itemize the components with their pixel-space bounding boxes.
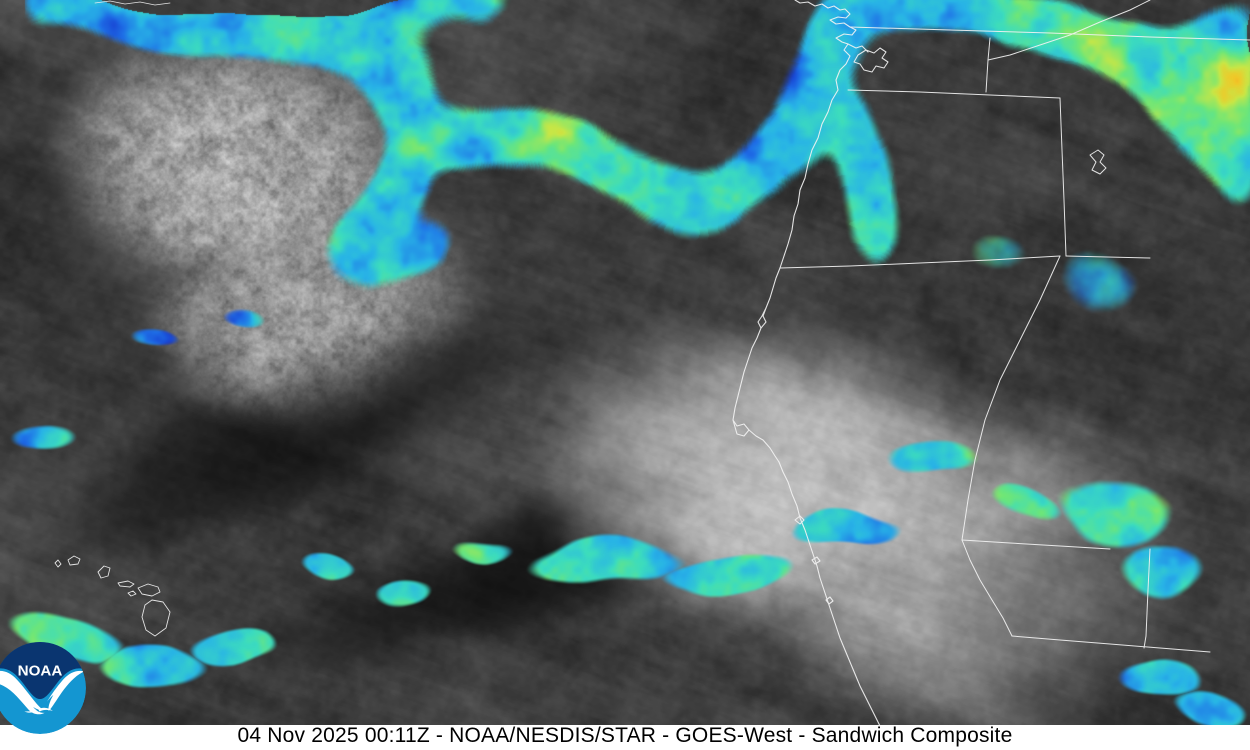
svg-text:NOAA: NOAA	[18, 663, 63, 680]
